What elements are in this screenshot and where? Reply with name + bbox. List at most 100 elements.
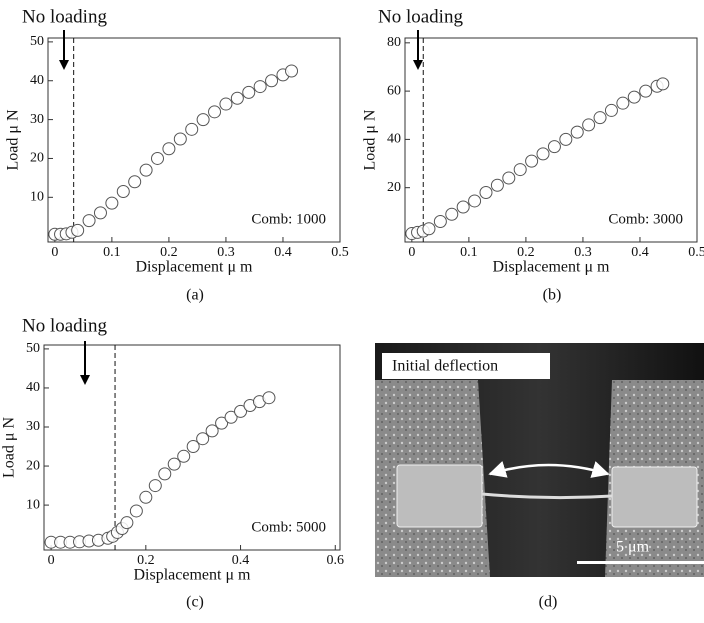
plot-frame <box>404 37 698 243</box>
data-point <box>93 206 107 220</box>
y-tick-label: 60 <box>387 83 401 98</box>
data-point <box>71 223 85 237</box>
x-tick-label: 0.3 <box>217 245 235 260</box>
x-tick-label: 0.4 <box>631 245 649 260</box>
caption: (a) <box>186 287 204 304</box>
data-point <box>627 90 641 104</box>
data-point <box>215 416 229 430</box>
data-point <box>151 151 164 165</box>
y-axis-label: Load μ N <box>5 109 22 170</box>
data-point <box>422 222 436 236</box>
data-point <box>167 457 181 471</box>
y-tick-label: 10 <box>30 190 44 205</box>
scale-bar-label: 5 μm <box>616 539 650 556</box>
data-point <box>208 105 222 119</box>
y-tick-label: 50 <box>26 341 40 356</box>
data-point <box>433 214 447 228</box>
data-point <box>158 467 172 481</box>
y-axis-label: Load μ N <box>362 109 379 170</box>
data-point <box>185 122 199 136</box>
data-point <box>196 432 210 446</box>
data-point <box>536 147 550 161</box>
x-tick-label: 0.2 <box>137 553 155 568</box>
data-point <box>120 516 134 530</box>
data-point <box>265 74 279 88</box>
plot-frame <box>43 344 341 551</box>
data-point <box>253 80 267 94</box>
annotation-arrowhead <box>413 60 423 70</box>
data-point <box>547 140 561 154</box>
annotation: No loading <box>378 6 463 27</box>
data-point <box>262 391 276 405</box>
image-label: Initial deflection <box>392 358 498 375</box>
caption: (c) <box>186 594 204 611</box>
data-point <box>177 449 191 463</box>
y-tick-label: 40 <box>387 132 401 147</box>
data-point <box>479 186 493 200</box>
data-point <box>559 132 573 146</box>
data-point <box>445 207 459 221</box>
data-point <box>513 163 527 177</box>
data-point <box>490 178 504 192</box>
data-point <box>285 64 299 78</box>
x-tick-label: 0 <box>51 245 58 260</box>
x-tick-label: 0 <box>48 553 55 568</box>
data-point <box>639 84 653 98</box>
data-point <box>186 440 200 454</box>
y-tick-label: 30 <box>30 112 44 127</box>
y-tick-label: 40 <box>26 380 40 395</box>
y-tick-label: 40 <box>30 73 44 88</box>
x-axis-label: Displacement μ m <box>136 259 254 276</box>
data-point <box>224 410 238 424</box>
data-point <box>128 175 142 189</box>
comb-label: Comb: 5000 <box>251 519 326 535</box>
y-tick-label: 20 <box>26 458 40 473</box>
data-point <box>616 96 630 110</box>
data-point <box>656 77 670 91</box>
data-point <box>456 200 470 214</box>
x-tick-label: 0.4 <box>274 245 292 260</box>
x-axis-label: Displacement μ m <box>134 567 252 584</box>
data-point <box>139 490 153 504</box>
data-point <box>502 171 516 185</box>
annotation: No loading <box>22 315 107 336</box>
data-point <box>173 132 187 146</box>
data-point <box>234 404 248 418</box>
y-axis-label: Load μ N <box>1 417 18 478</box>
x-tick-label: 0 <box>408 245 415 260</box>
x-tick-label: 0.6 <box>327 553 345 568</box>
annotation: No loading <box>22 6 107 27</box>
x-axis-label: Displacement μ m <box>493 259 611 276</box>
comb-label: Comb: 1000 <box>251 211 326 227</box>
data-point <box>129 504 143 518</box>
annotation-arrowhead <box>59 60 69 70</box>
data-point <box>148 479 162 493</box>
y-tick-label: 80 <box>387 35 401 50</box>
data-point <box>230 91 244 105</box>
y-tick-label: 20 <box>387 180 401 195</box>
y-tick-label: 50 <box>30 34 44 49</box>
data-point <box>219 97 233 111</box>
data-point <box>82 214 96 228</box>
data-point <box>582 118 596 132</box>
data-point <box>139 163 153 177</box>
plot-frame <box>47 37 341 243</box>
x-tick-label: 0.5 <box>688 245 704 260</box>
comb-label: Comb: 3000 <box>608 211 683 227</box>
x-tick-label: 0.1 <box>460 245 478 260</box>
data-point <box>242 85 256 99</box>
sem-image: Initial deflection 5 μm <box>375 343 704 577</box>
x-tick-label: 0.2 <box>517 245 535 260</box>
data-point <box>196 113 210 127</box>
data-point <box>570 125 584 139</box>
data-point <box>116 184 130 198</box>
data-point <box>604 103 618 117</box>
annotation-arrowhead <box>80 375 90 385</box>
data-point <box>105 196 119 210</box>
y-tick-label: 20 <box>30 151 44 166</box>
data-point <box>468 194 482 208</box>
x-tick-label: 0.3 <box>574 245 592 260</box>
data-point <box>525 154 539 168</box>
